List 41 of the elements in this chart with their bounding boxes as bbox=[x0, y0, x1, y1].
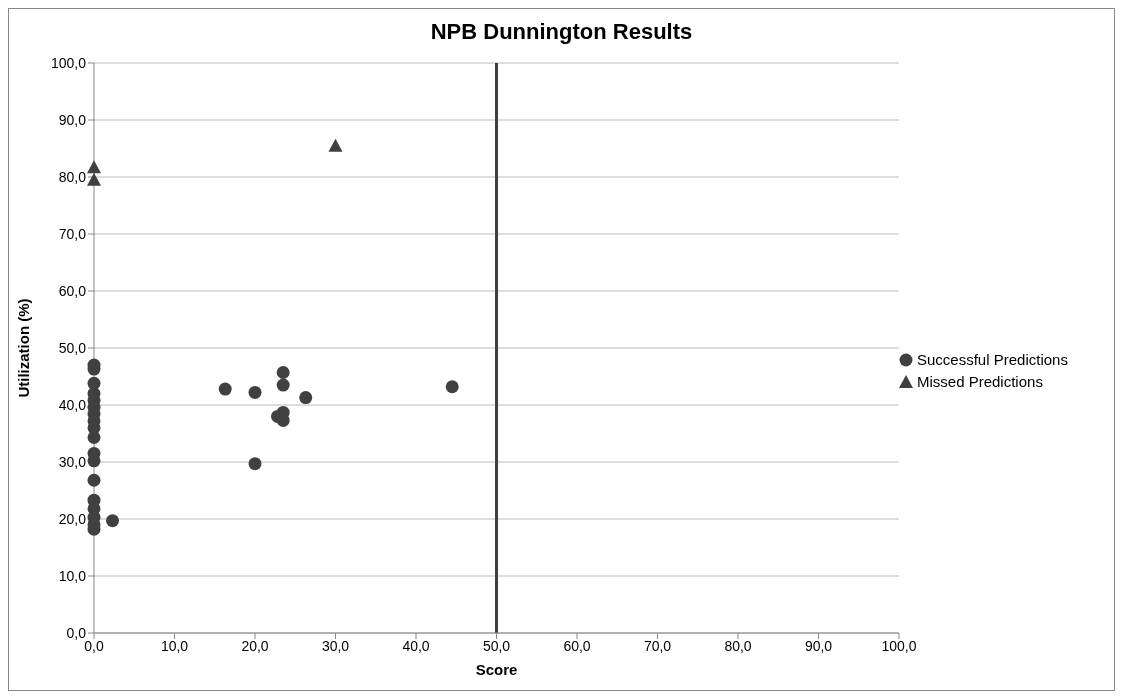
x-tick-label: 40,0 bbox=[402, 637, 430, 654]
point bbox=[445, 380, 459, 394]
x-axis-title: Score bbox=[475, 661, 518, 678]
point bbox=[248, 457, 262, 471]
x-tick-label: 10,0 bbox=[160, 637, 189, 654]
point bbox=[276, 366, 290, 380]
point bbox=[87, 430, 101, 444]
x-tick-label: 60,0 bbox=[563, 637, 591, 654]
y-tick-label: 40,0 bbox=[58, 396, 87, 413]
legend-label: Successful Predictions bbox=[917, 351, 1068, 368]
x-tick-label: 30,0 bbox=[321, 637, 350, 654]
y-tick-label: 50,0 bbox=[58, 339, 87, 356]
x-tick-label: 70,0 bbox=[643, 637, 672, 654]
x-tick-label: 0,0 bbox=[84, 637, 104, 654]
y-tick-label: 90,0 bbox=[58, 111, 87, 128]
y-tick-label: 20,0 bbox=[58, 510, 87, 527]
y-tick-label: 60,0 bbox=[58, 282, 87, 299]
x-tick-label: 50,0 bbox=[482, 637, 511, 654]
x-tick-label: 90,0 bbox=[804, 637, 833, 654]
point bbox=[106, 514, 120, 528]
point bbox=[276, 378, 290, 392]
point bbox=[87, 160, 101, 174]
y-tick-label: 70,0 bbox=[58, 225, 87, 242]
point bbox=[87, 454, 101, 468]
point bbox=[87, 473, 101, 487]
x-tick-label: 20,0 bbox=[241, 637, 269, 654]
y-tick-label: 10,0 bbox=[58, 567, 87, 584]
point bbox=[248, 385, 262, 399]
x-tick-label: 80,0 bbox=[724, 637, 752, 654]
point bbox=[218, 382, 232, 396]
chart-title: NPB Dunnington Results bbox=[429, 18, 694, 46]
point bbox=[299, 391, 313, 405]
y-tick-label: 100,0 bbox=[50, 54, 87, 71]
x-tick-label: 100,0 bbox=[881, 637, 917, 654]
y-tick-label: 80,0 bbox=[58, 168, 87, 185]
y-tick-label: 0,0 bbox=[66, 624, 87, 641]
legend-label: Missed Predictions bbox=[917, 373, 1043, 390]
point bbox=[328, 138, 343, 152]
y-axis-title: Utilization (%) bbox=[15, 298, 33, 398]
y-tick-label: 30,0 bbox=[58, 453, 87, 470]
point bbox=[87, 172, 101, 186]
